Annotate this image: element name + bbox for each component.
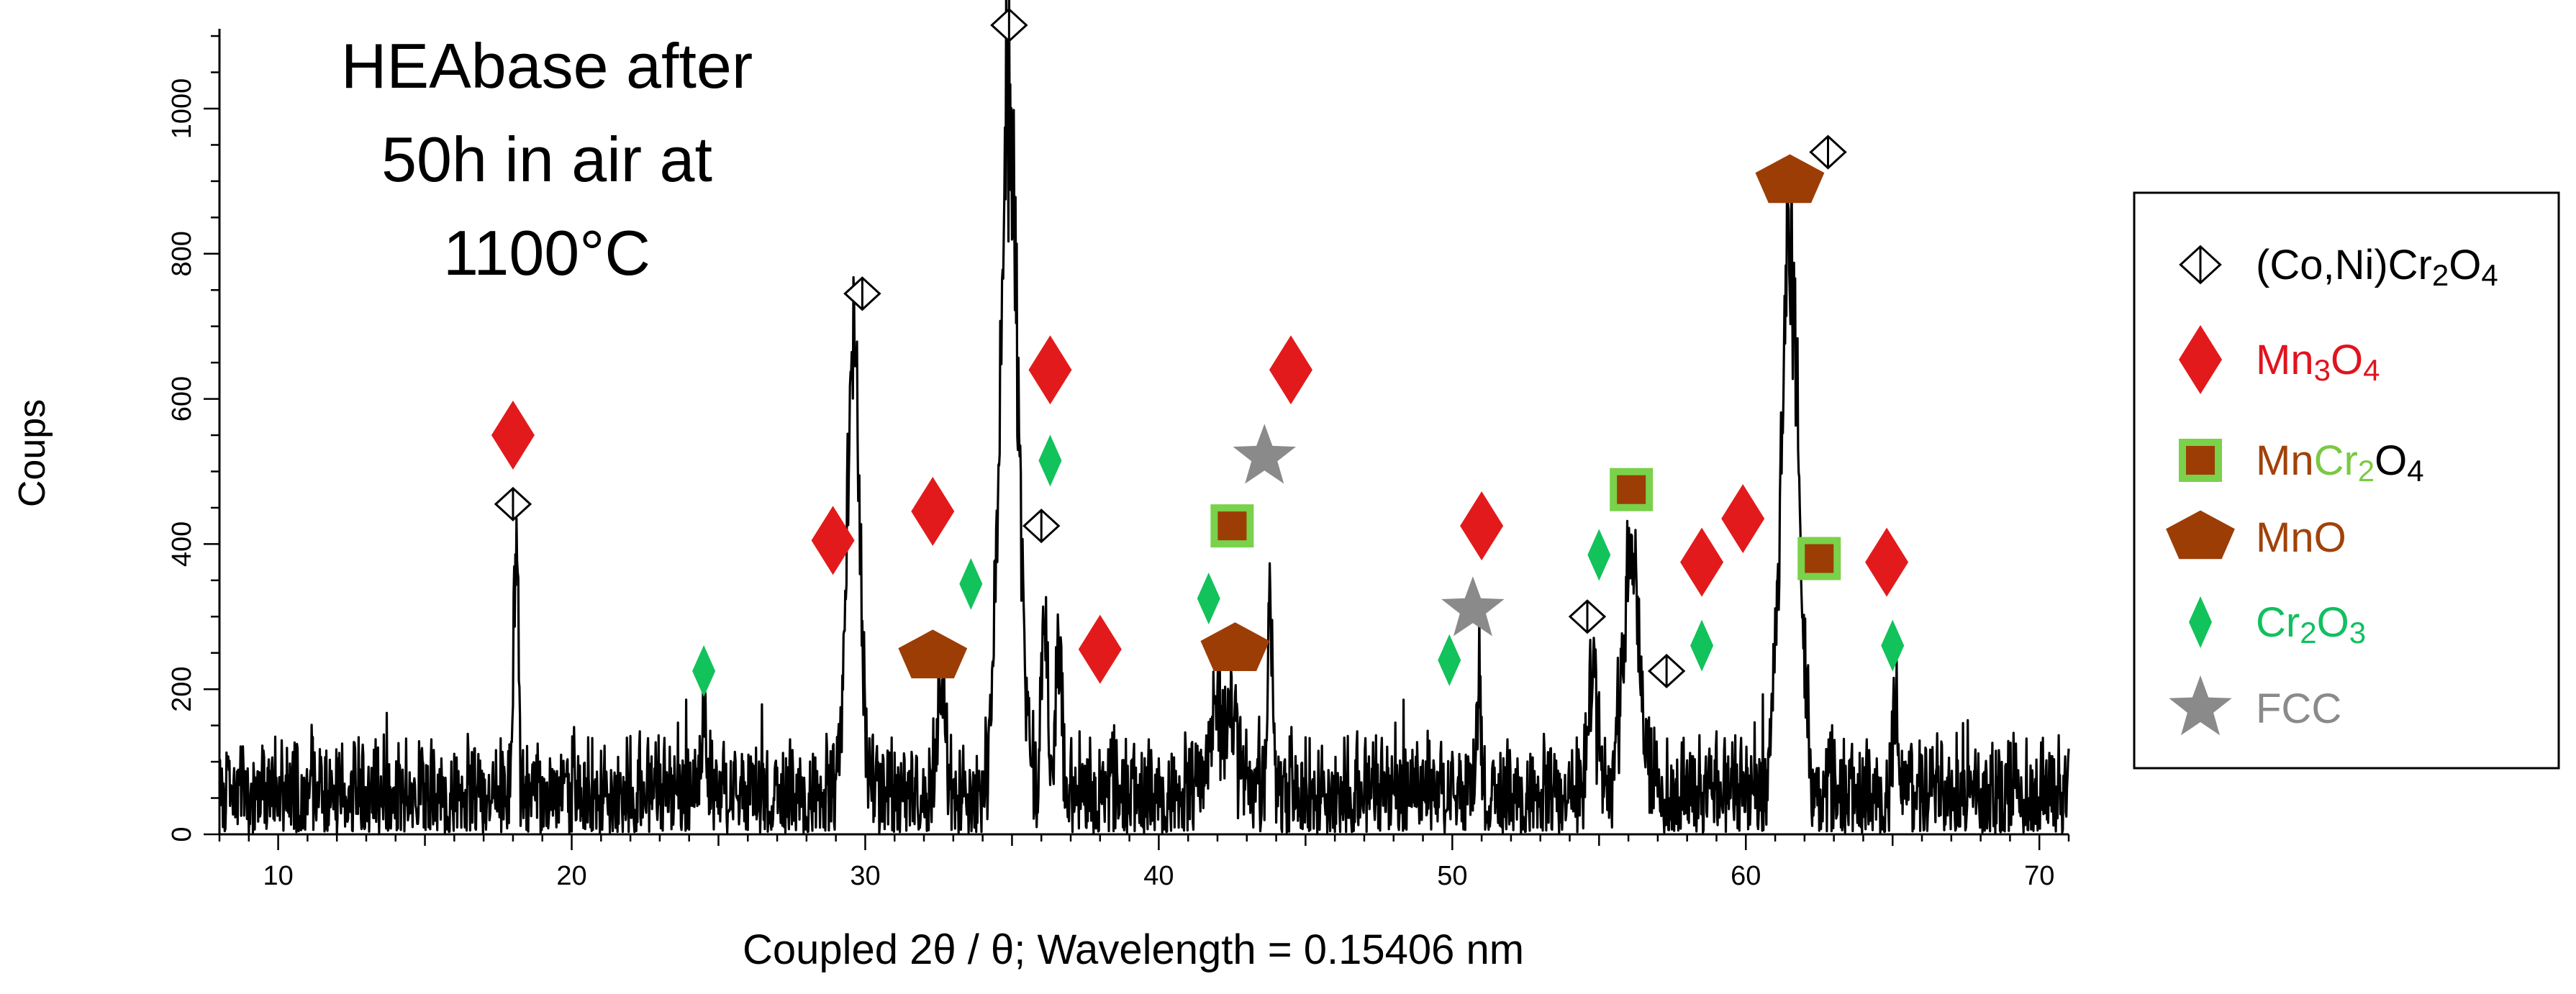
y-tick-label: 1000 [167,78,197,140]
legend-label: MnO [2256,514,2346,561]
red-diamond-marker [1078,614,1122,684]
y-axis-label: Coups [12,399,53,507]
green-diamond-marker [692,644,716,697]
pentagon-marker [1755,154,1825,204]
red-diamond-marker [1460,491,1504,561]
square-marker [2179,439,2222,482]
green-diamond-marker [1038,434,1062,487]
red-diamond-marker [1680,527,1724,597]
red-diamond-marker [1721,484,1765,554]
phase-markers [491,7,1909,697]
square-marker [1797,537,1841,580]
red-diamond-marker [1865,527,1909,597]
legend-item: Mn3O4 [2179,325,2380,394]
green-diamond-marker [1587,529,1611,581]
legend-label: (Co,Ni)Cr2O4 [2256,242,2498,292]
legend-item: MnO [2166,510,2346,561]
spinel-marker [843,276,881,311]
spinel-marker [1647,653,1686,689]
x-tick-label: 50 [1437,861,1467,891]
x-tick-label: 40 [1143,861,1174,891]
chart-annotation: HEAbase after 50h in air at 1100°C [341,30,753,288]
green-diamond-marker [1881,619,1905,672]
legend-label: Mn3O4 [2256,337,2380,387]
star-marker [1441,576,1505,637]
x-axis-label: Coupled 2θ / θ; Wavelength = 0.15406 nm [743,926,1524,973]
x-tick-label: 60 [1731,861,1761,891]
red-diamond-marker [491,401,535,470]
annotation-line: 1100°C [443,217,650,288]
spinel-marker [1809,134,1847,170]
green-diamond-marker [1438,634,1461,686]
legend-item: (Co,Ni)Cr2O4 [2179,242,2498,292]
x-tick-label: 30 [850,861,880,891]
spinel-marker [990,7,1028,42]
square-marker [1610,468,1654,511]
pentagon-marker [898,629,968,679]
legend-item: Cr2O3 [2189,596,2366,649]
x-tick-label: 20 [556,861,586,891]
x-tick-label: 70 [2024,861,2054,891]
green-diamond-marker [959,557,983,610]
red-diamond-marker [2179,325,2222,394]
x-tick-label: 10 [263,861,293,891]
red-diamond-marker [1028,335,1072,405]
y-tick-label: 200 [167,666,197,711]
y-tick-label: 400 [167,521,197,567]
legend-item: MnCr2O4 [2179,437,2424,488]
red-diamond-marker [911,476,955,546]
y-tick-label: 0 [167,826,197,842]
annotation-line: 50h in air at [381,124,712,195]
star-marker [1233,424,1296,484]
xrd-trace-line [218,0,2070,834]
green-diamond-marker [2189,596,2212,648]
axes: 10 20 30 40 50 60 70 0 200 400 600 800 1000 [167,29,2070,891]
legend-item: FCC [2169,675,2341,736]
red-diamond-marker [811,506,855,575]
legend-label: Cr2O3 [2256,599,2366,649]
green-diamond-marker [1690,619,1714,672]
spinel-marker [494,486,532,521]
square-marker [1210,504,1254,548]
annotation-line: HEAbase after [341,30,753,101]
spinel-marker [2179,245,2222,285]
pentagon-marker [2166,510,2235,560]
star-marker [2169,675,2232,736]
green-diamond-marker [1197,573,1220,625]
legend: (Co,Ni)Cr2O4 Mn3O4 MnCr2O4 MnO Cr2O3 FCC [2133,191,2560,770]
y-tick-label: 600 [167,376,197,421]
spinel-marker [1022,509,1061,544]
legend-label: MnCr2O4 [2256,437,2424,488]
plot-area [218,0,2070,834]
red-diamond-marker [1269,335,1312,405]
spinel-marker [1568,599,1607,634]
legend-label: FCC [2256,685,2341,732]
pentagon-marker [1200,622,1270,671]
y-tick-label: 800 [167,231,197,276]
